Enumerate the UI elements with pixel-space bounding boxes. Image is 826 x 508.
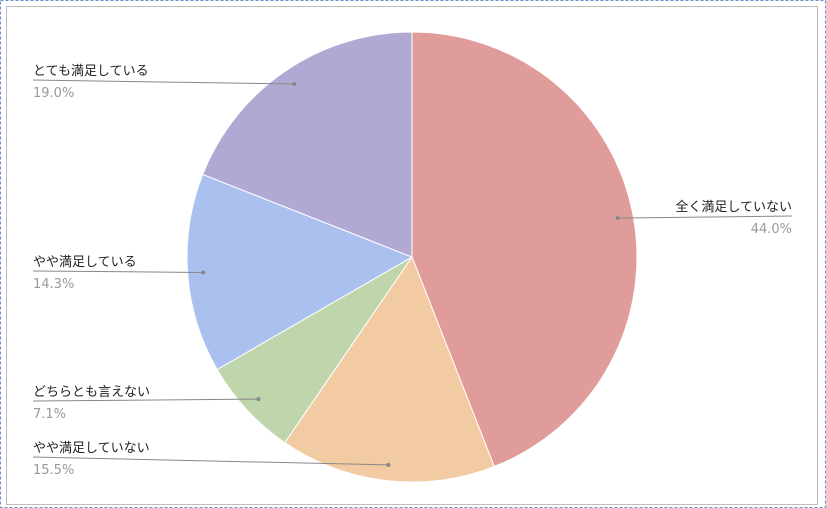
leader-line: [32, 456, 389, 466]
leader-dot: [201, 270, 206, 275]
leader-dot: [386, 462, 391, 467]
slice-label: 全く満足していない: [675, 199, 792, 215]
leader-line: [32, 79, 295, 85]
leader-line: [32, 270, 204, 273]
leader-line: [32, 398, 259, 402]
pie-slice: [186, 173, 414, 371]
pie-slice: [411, 31, 638, 468]
slice-value-label: 15.5%: [33, 463, 74, 478]
slice-value-label: 19.0%: [33, 86, 74, 101]
pie-slice: [216, 256, 413, 444]
slice-label: とても満足している: [33, 64, 149, 79]
pie-slice: [202, 31, 413, 258]
leader-dot: [292, 82, 297, 87]
leader-dot: [256, 397, 261, 402]
pie-slice: [284, 255, 495, 483]
leader-dot: [615, 216, 620, 221]
slice-value-label: 14.3%: [33, 277, 74, 292]
slice-value-label: 7.1%: [33, 407, 66, 422]
slice-label: どちらとも言えない: [33, 385, 150, 400]
slice-label: やや満足している: [33, 255, 137, 270]
slice-value-label: 44.0%: [751, 222, 792, 237]
leader-line: [617, 215, 793, 219]
slice-label: やや満足していない: [33, 441, 150, 456]
